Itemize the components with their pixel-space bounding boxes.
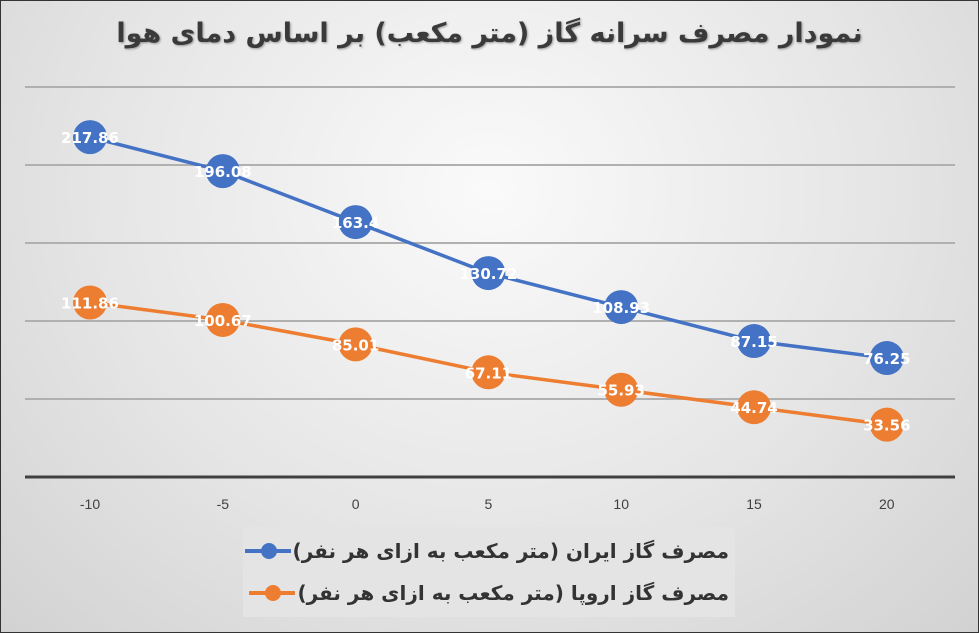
legend-item-iran[interactable]: مصرف گاز ایران (متر مکعب به ازای هر نفر) [244, 531, 729, 571]
data-label: 55.93 [597, 382, 644, 400]
data-point-marker[interactable] [604, 372, 639, 407]
legend-label-iran: مصرف گاز ایران (متر مکعب به ازای هر نفر) [292, 539, 729, 563]
data-label: 111.86 [61, 294, 119, 312]
x-tick-label: 20 [879, 496, 895, 512]
x-tick-label: 5 [485, 496, 493, 512]
legend-item-europe[interactable]: مصرف گاز اروپا (متر مکعب به ازای هر نفر) [249, 573, 729, 613]
x-tick-label: 10 [613, 496, 629, 512]
x-tick-label: 15 [746, 496, 762, 512]
data-label: 44.74 [730, 399, 777, 417]
data-label: 85.01 [332, 336, 379, 354]
x-tick-label: 0 [352, 496, 360, 512]
series-1: 111.86 100.67 85.01 67.11 55.93 44.74 33.56 [61, 285, 911, 442]
data-label: 76.25 [863, 350, 910, 368]
data-label: 100.67 [194, 312, 252, 330]
data-label: 67.11 [465, 364, 512, 382]
data-point-marker[interactable] [338, 327, 373, 362]
data-point-marker[interactable] [471, 256, 506, 291]
data-label: 130.72 [459, 265, 517, 283]
data-point-marker[interactable] [205, 154, 240, 189]
data-label: 33.56 [863, 417, 910, 435]
data-point-marker[interactable] [73, 285, 107, 320]
series-0: 217.86 196.08 163.4 130.72 108.93 87.15 76.25 [61, 120, 911, 376]
data-point-marker[interactable] [869, 407, 904, 442]
data-point-marker[interactable] [471, 355, 506, 390]
data-point-marker[interactable] [737, 324, 771, 359]
data-label: 108.93 [592, 299, 650, 317]
legend-marker-europe-icon [249, 585, 296, 601]
data-point-marker[interactable] [604, 290, 639, 325]
x-axis-ticks: -10 -5 0 5 10 15 20 [80, 496, 895, 512]
data-point-marker[interactable] [869, 341, 904, 376]
data-label: 87.15 [730, 333, 777, 351]
data-point-marker[interactable] [338, 205, 373, 240]
gridlines [25, 86, 955, 400]
data-point-marker[interactable] [737, 390, 771, 425]
legend-marker-iran-icon [244, 543, 291, 559]
data-point-marker[interactable] [73, 120, 107, 155]
series-layer: 217.86196.08163.4130.72108.9387.1576.251… [61, 120, 911, 442]
data-label: 196.08 [194, 163, 252, 181]
legend-label-europe: مصرف گاز اروپا (متر مکعب به ازای هر نفر) [297, 581, 729, 605]
data-label: 163.4 [332, 214, 379, 232]
x-tick-label: -10 [80, 496, 100, 512]
legend: مصرف گاز ایران (متر مکعب به ازای هر نفر)… [243, 527, 735, 617]
data-point-marker[interactable] [205, 302, 240, 337]
x-tick-label: -5 [217, 496, 230, 512]
data-label: 217.86 [61, 129, 119, 147]
chart-title: نمودار مصرف سرانه گاز (متر مکعب) بر اساس… [116, 18, 863, 49]
